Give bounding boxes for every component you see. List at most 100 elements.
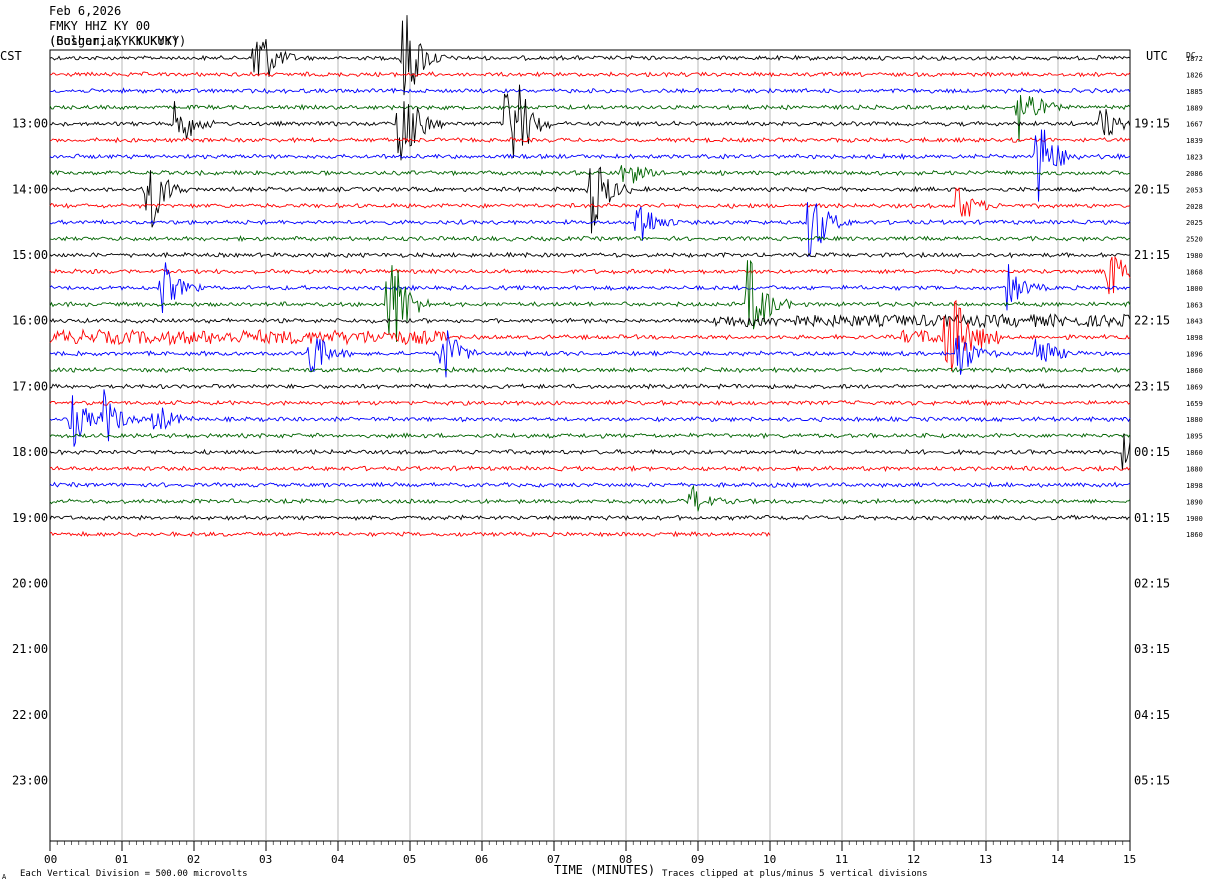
utc-hour-label: 05:15 bbox=[1134, 773, 1170, 787]
utc-label: UTC bbox=[1146, 49, 1168, 63]
x-tick-label-12: 12 bbox=[907, 853, 920, 866]
x-tick-label-02: 02 bbox=[187, 853, 200, 866]
trace-15 bbox=[49, 259, 1131, 343]
utc-hour-labels: 19:15 20:15 21:15 22:15 23:15 00:15 01:15 02:15… bbox=[1134, 117, 1170, 788]
x-axis-title: TIME (MINUTES) bbox=[554, 863, 655, 877]
header-location-a: (Bulgaria, KY KUKY) bbox=[49, 34, 187, 48]
trace-17 bbox=[49, 299, 1131, 372]
trace-13 bbox=[49, 255, 1131, 295]
dc-offset-label: 1826 bbox=[1186, 71, 1203, 79]
dc-offset-label: 1868 bbox=[1186, 268, 1203, 276]
x-tick-label-13: 13 bbox=[979, 853, 992, 866]
dc-offset-label: 1885 bbox=[1186, 88, 1203, 96]
header-date: Feb 6,2026 bbox=[49, 4, 122, 18]
trace-5 bbox=[49, 136, 1131, 144]
trace-0 bbox=[49, 15, 1131, 96]
cst-hour-label: 21:00 bbox=[12, 642, 48, 656]
dc-offset-label: 1863 bbox=[1186, 301, 1203, 309]
dc-offset-label: 2025 bbox=[1186, 219, 1203, 227]
dc-offset-label: 2086 bbox=[1186, 170, 1203, 178]
trace-22 bbox=[49, 389, 1131, 447]
trace-10 bbox=[49, 202, 1131, 258]
dc-offset-label: 1898 bbox=[1186, 482, 1203, 490]
x-tick-label-01: 01 bbox=[115, 853, 128, 866]
trace-1 bbox=[49, 71, 1131, 78]
seismic-traces bbox=[49, 15, 1131, 538]
x-tick-label-11: 11 bbox=[835, 853, 848, 866]
x-tick-label-06: 06 bbox=[475, 853, 488, 866]
trace-26 bbox=[49, 481, 1131, 489]
dc-offset-label: 1800 bbox=[1186, 285, 1203, 293]
utc-hour-label: 22:15 bbox=[1134, 314, 1170, 328]
x-tick-label-04: 04 bbox=[331, 853, 345, 866]
x-tick-label-07: 07 bbox=[547, 853, 560, 866]
dc-offset-label: 1880 bbox=[1186, 416, 1203, 424]
cst-hour-label: 22:00 bbox=[12, 708, 48, 722]
trace-6 bbox=[49, 129, 1131, 202]
cst-hour-label: 20:00 bbox=[12, 576, 48, 590]
utc-hour-label: 19:15 bbox=[1134, 117, 1170, 131]
trace-19 bbox=[49, 366, 1130, 374]
dc-offset-label: 2028 bbox=[1186, 203, 1203, 211]
dc-offset-label: 1980 bbox=[1186, 252, 1203, 260]
trace-27 bbox=[49, 484, 1131, 512]
corner-mark: A bbox=[2, 873, 7, 881]
dc-offset-label: 2520 bbox=[1186, 236, 1203, 244]
minute-gridlines bbox=[121, 50, 1059, 841]
dc-offset-label: 1900 bbox=[1186, 515, 1203, 523]
utc-hour-label: 02:15 bbox=[1134, 576, 1170, 590]
trace-18 bbox=[49, 330, 1131, 378]
trace-20 bbox=[49, 382, 1131, 390]
utc-hour-label: 01:15 bbox=[1134, 511, 1170, 525]
dc-offset-label: 1880 bbox=[1186, 466, 1203, 474]
trace-14 bbox=[49, 262, 1131, 314]
cst-hour-label: 16:00 bbox=[12, 314, 48, 328]
cst-hour-label: 17:00 bbox=[12, 379, 48, 393]
dc-header: DC bbox=[1186, 51, 1196, 60]
utc-hour-label: 03:15 bbox=[1134, 642, 1170, 656]
x-tick-label-10: 10 bbox=[763, 853, 776, 866]
cst-hour-label: 14:00 bbox=[12, 182, 48, 196]
dc-offset-label: 1896 bbox=[1186, 351, 1203, 359]
trace-25 bbox=[49, 464, 1131, 473]
trace-2 bbox=[49, 87, 1131, 95]
dc-offset-label: 1839 bbox=[1186, 137, 1203, 145]
dc-offset-label: 1869 bbox=[1186, 383, 1203, 391]
utc-hour-label: 04:15 bbox=[1134, 708, 1170, 722]
cst-hour-label: 15:00 bbox=[12, 248, 48, 262]
x-tick-label-09: 09 bbox=[691, 853, 704, 866]
x-axis-ticks: 00 01 02 03 04 05 06 07 08 09 10 11 12 13 14 15 bbox=[44, 841, 1136, 866]
dc-offset-label: 2053 bbox=[1186, 186, 1203, 194]
trace-21 bbox=[49, 399, 1131, 407]
x-tick-label-03: 03 bbox=[259, 853, 272, 866]
header-station: FMKY HHZ KY 00 bbox=[49, 19, 151, 33]
trace-8 bbox=[49, 166, 1131, 234]
dc-offset-label: 1889 bbox=[1186, 104, 1203, 112]
utc-hour-label: 00:15 bbox=[1134, 445, 1170, 459]
cst-hour-label: 23:00 bbox=[12, 773, 48, 787]
cst-label: CST bbox=[0, 49, 22, 63]
dc-offset-label: 1872 bbox=[1186, 55, 1203, 63]
dc-offset-label: 1823 bbox=[1186, 154, 1203, 162]
clip-note: Traces clipped at plus/minus 5 vertical … bbox=[662, 869, 928, 879]
trace-28 bbox=[49, 514, 1131, 522]
trace-4 bbox=[49, 84, 1131, 161]
dc-offset-label: 1860 bbox=[1186, 367, 1203, 375]
x-tick-label-14: 14 bbox=[1051, 853, 1065, 866]
trace-9 bbox=[49, 186, 1131, 217]
trace-11 bbox=[49, 235, 1131, 243]
utc-hour-label: 21:15 bbox=[1134, 248, 1170, 262]
header-location-b: (Goshen, KY KUKYY) bbox=[49, 34, 180, 48]
x-tick-label-05: 05 bbox=[403, 853, 416, 866]
dc-offset-label: 1843 bbox=[1186, 318, 1203, 326]
trace-16 bbox=[49, 313, 1131, 329]
dc-offset-label: 1860 bbox=[1186, 449, 1203, 457]
cst-hour-label: 19:00 bbox=[12, 511, 48, 525]
x-tick-label-15: 15 bbox=[1123, 853, 1136, 866]
dc-offset-label: 1860 bbox=[1186, 531, 1203, 539]
dc-offset-label: 1659 bbox=[1186, 400, 1203, 408]
scale-note: Each Vertical Division = 500.00 microvol… bbox=[20, 869, 248, 879]
dc-offset-labels: 1872 1826 1885 1889 1667 1839 1823 2086 2053 2028… bbox=[1186, 55, 1203, 539]
trace-3 bbox=[49, 94, 1131, 142]
